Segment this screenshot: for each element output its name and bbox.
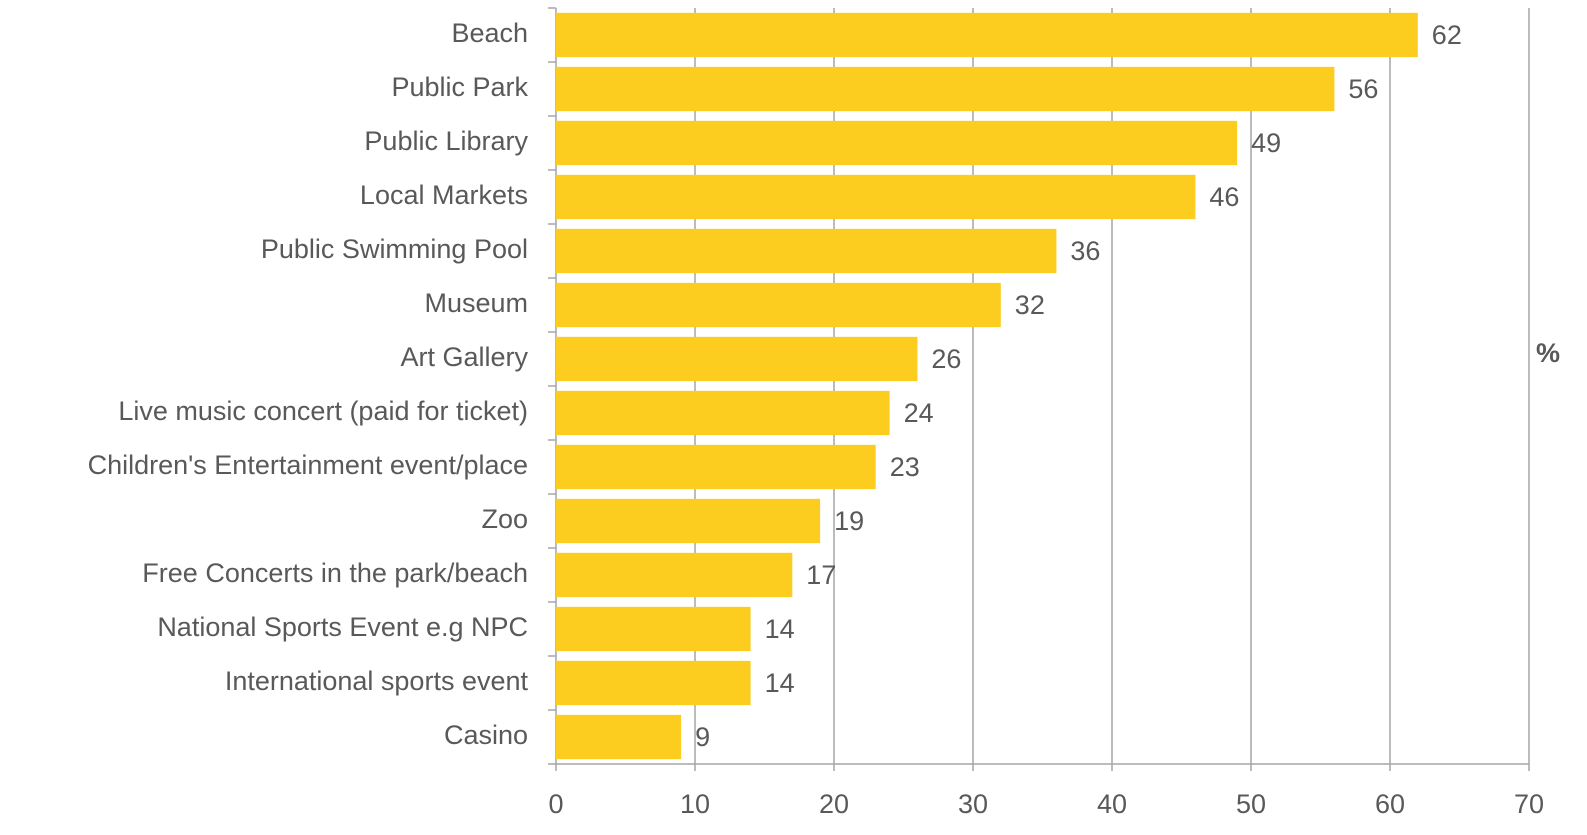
y-tick-label: Public Library (364, 126, 528, 156)
data-label: 24 (904, 398, 934, 428)
y-tick-label: Local Markets (360, 180, 528, 210)
y-tick-label: Public Park (391, 72, 528, 102)
bar (556, 12, 1418, 58)
data-label: 32 (1015, 290, 1045, 320)
bar (556, 552, 793, 598)
data-label: 26 (931, 344, 961, 374)
bar (556, 66, 1335, 112)
data-label: 46 (1209, 182, 1239, 212)
bar (556, 444, 876, 490)
y-tick-label: Casino (444, 720, 528, 750)
bar (556, 282, 1001, 328)
data-label: 9 (695, 722, 710, 752)
x-tick-label: 60 (1375, 789, 1405, 819)
y-tick-label: Art Gallery (400, 342, 528, 372)
bar (556, 228, 1057, 274)
data-label: 49 (1251, 128, 1281, 158)
y-tick-label: Live music concert (paid for ticket) (118, 396, 528, 426)
x-axis-label: % (1536, 338, 1560, 368)
data-label: 17 (806, 560, 836, 590)
y-tick-label: Museum (424, 288, 528, 318)
x-tick-label: 10 (680, 789, 710, 819)
bar (556, 606, 751, 652)
y-tick-label: International sports event (225, 666, 529, 696)
y-tick-label: Beach (451, 18, 528, 48)
x-tick-label: 50 (1236, 789, 1266, 819)
y-tick-label: National Sports Event e.g NPC (157, 612, 528, 642)
bar (556, 336, 918, 382)
bar (556, 660, 751, 706)
y-tick-label: Free Concerts in the park/beach (142, 558, 528, 588)
data-label: 62 (1432, 20, 1462, 50)
x-tick-label: 0 (548, 789, 563, 819)
x-tick-label: 40 (1097, 789, 1127, 819)
y-tick-label: Public Swimming Pool (261, 234, 528, 264)
x-tick-label: 70 (1514, 789, 1544, 819)
bar (556, 120, 1238, 166)
x-tick-label: 20 (819, 789, 849, 819)
bar (556, 498, 821, 544)
bar (556, 390, 890, 436)
data-label: 19 (834, 506, 864, 536)
data-label: 14 (765, 668, 795, 698)
y-tick-label: Children's Entertainment event/place (88, 450, 528, 480)
bar (556, 714, 682, 760)
data-label: 36 (1070, 236, 1100, 266)
data-label: 56 (1348, 74, 1378, 104)
data-label: 14 (765, 614, 795, 644)
y-tick-label: Zoo (481, 504, 528, 534)
bar (556, 174, 1196, 220)
x-tick-label: 30 (958, 789, 988, 819)
data-label: 23 (890, 452, 920, 482)
